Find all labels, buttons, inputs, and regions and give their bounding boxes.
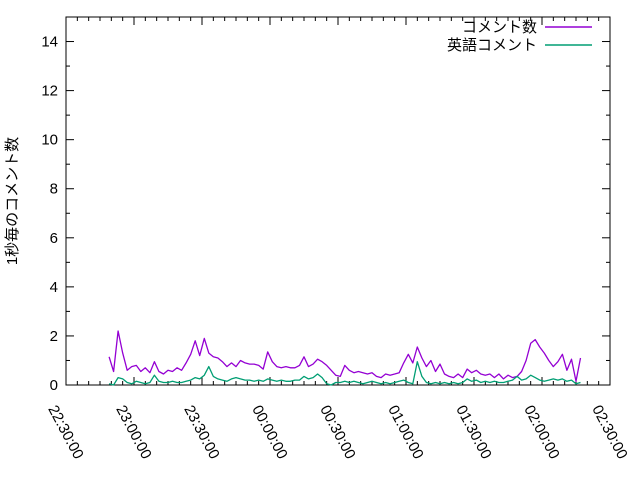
y-tick-label: 0 <box>50 377 58 394</box>
x-tick-label: 01:30:00 <box>452 402 494 462</box>
x-tick-label: 23:00:00 <box>112 402 154 462</box>
y-tick-label: 12 <box>41 83 58 100</box>
x-tick-label: 22:30:00 <box>44 402 86 462</box>
y-tick-label: 10 <box>41 132 58 149</box>
legend-label: コメント数 <box>462 19 537 36</box>
y-tick-label: 6 <box>50 230 58 247</box>
x-tick-label: 23:30:00 <box>180 402 222 462</box>
x-tick-label: 01:00:00 <box>384 402 426 462</box>
x-tick-label: 02:00:00 <box>520 402 562 462</box>
y-tick-label: 2 <box>50 328 58 345</box>
y-tick-label: 14 <box>41 34 58 51</box>
x-tick-label: 02:30:00 <box>588 402 630 462</box>
x-tick-label: 00:00:00 <box>248 402 290 462</box>
series-line-1 <box>108 361 581 386</box>
plot-border <box>65 16 611 386</box>
x-tick-label: 00:30:00 <box>316 402 358 462</box>
series-line-0 <box>108 330 582 382</box>
y-axis-label: 1秒毎のコメント数 <box>4 137 21 265</box>
y-tick-label: 8 <box>50 181 58 198</box>
legend-label: 英語コメント <box>447 36 537 54</box>
y-tick-label: 4 <box>50 279 58 296</box>
